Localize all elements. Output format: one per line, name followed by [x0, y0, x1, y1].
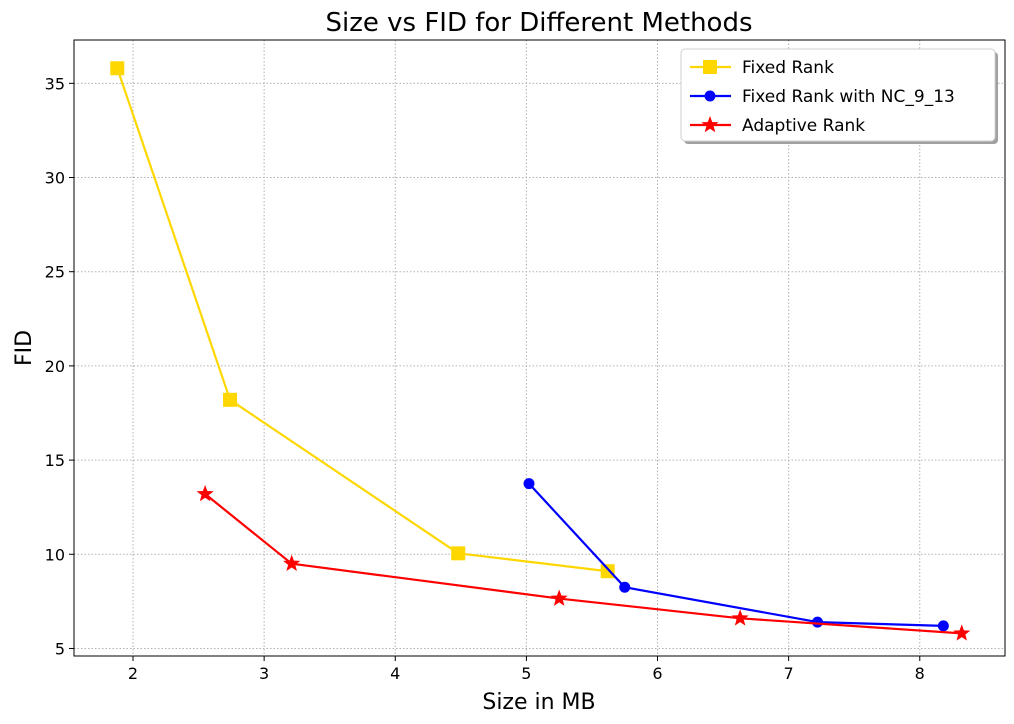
- x-tick-label: 8: [915, 664, 925, 683]
- y-tick-label: 5: [55, 639, 65, 658]
- data-point: [619, 581, 631, 593]
- legend-label: Adaptive Rank: [742, 116, 865, 136]
- y-axis-label: FID: [12, 330, 37, 366]
- y-tick-label: 10: [45, 545, 65, 564]
- series-1: [523, 478, 949, 632]
- data-point: [223, 392, 238, 407]
- x-tick-label: 2: [128, 664, 138, 683]
- series-line: [528, 482, 944, 627]
- data-point: [600, 564, 615, 579]
- data-point: [937, 620, 949, 632]
- series-0: [110, 61, 615, 579]
- grid: [74, 40, 1005, 656]
- y-tick-label: 20: [45, 357, 65, 376]
- data-point: [550, 589, 568, 606]
- legend: Fixed Rank Fixed Rank with NC_9_13 Adaptiv…: [680, 48, 998, 144]
- x-tick-label: 5: [521, 664, 531, 683]
- x-tick-label: 3: [259, 664, 269, 683]
- x-tick-label: 4: [390, 664, 400, 683]
- y-tick-label: 25: [45, 263, 65, 282]
- legend-label: Fixed Rank with NC_9_13: [742, 87, 955, 107]
- legend-marker: [703, 60, 717, 74]
- x-tick-label: 7: [784, 664, 794, 683]
- data-point: [283, 554, 301, 571]
- data-point: [196, 484, 214, 502]
- series-layer: [110, 61, 971, 641]
- data-point: [523, 478, 535, 490]
- x-tick-label: 6: [652, 664, 662, 683]
- legend-marker: [704, 90, 716, 102]
- series-line: [116, 67, 608, 573]
- data-point: [953, 624, 971, 641]
- x-axis-label: Size in MB: [482, 690, 595, 715]
- legend-marker: [701, 116, 719, 133]
- y-tick-label: 35: [45, 74, 65, 93]
- data-point: [451, 546, 466, 561]
- y-tick-label: 30: [45, 169, 65, 188]
- chart-title: Size vs FID for Different Methods: [325, 8, 752, 38]
- data-point: [811, 616, 823, 628]
- data-point: [110, 61, 125, 76]
- plot-frame: [73, 39, 1006, 657]
- series-2: [196, 484, 971, 641]
- y-tick-label: 15: [45, 451, 65, 470]
- ticks: 2 3 4 5 6 7 8 5 10 15 20 25 30 35: [45, 74, 925, 683]
- data-point: [731, 609, 749, 626]
- legend-box: [680, 48, 996, 142]
- legend-label: Fixed Rank: [742, 58, 834, 78]
